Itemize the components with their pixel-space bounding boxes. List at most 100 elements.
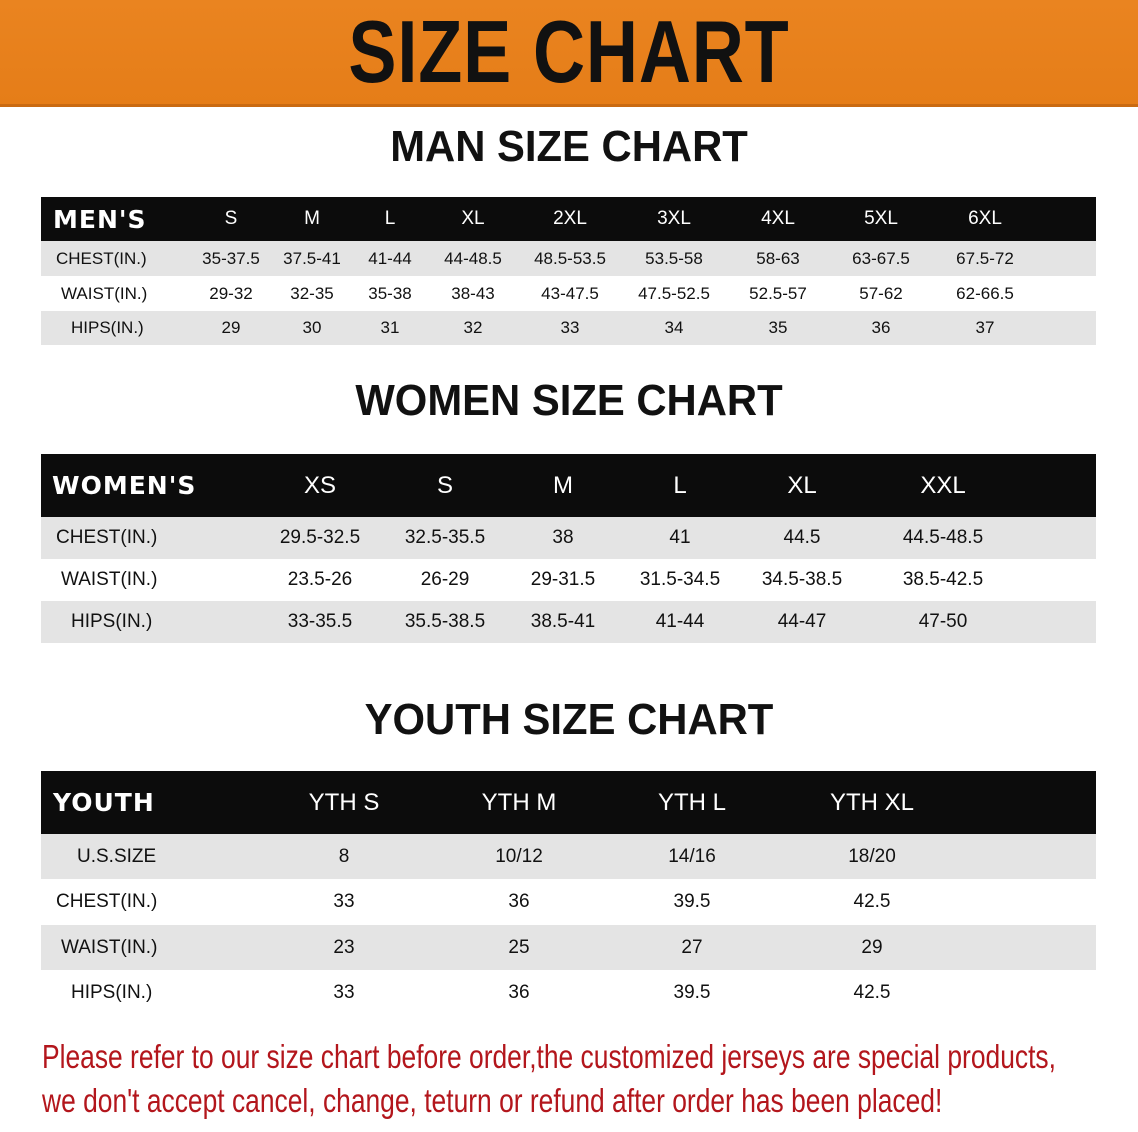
- measurement-value: 44.5: [783, 527, 821, 548]
- size-column-header: XL: [461, 208, 485, 229]
- measurement-value: 29: [221, 318, 241, 337]
- header-label: YOUTH: [53, 788, 155, 817]
- table-row: HIPS(IN.) 29 30 31 32 33 34 35 36 37: [41, 311, 1096, 345]
- measurement-label: WAIST(IN.): [61, 936, 158, 958]
- measurement-value: 14/16: [668, 845, 716, 867]
- men-size-table: MEN'S S M L XL 2XL 3XL 4XL 5XL 6XL CHEST(IN.) 35-37…: [41, 197, 1096, 345]
- measurement-label: CHEST(IN.): [56, 248, 147, 268]
- men-section-title: MAN SIZE CHART: [390, 122, 748, 171]
- measurement-value: 25: [508, 936, 530, 958]
- measurement-value: 23: [333, 936, 355, 958]
- measurement-value: 32: [463, 318, 483, 337]
- measurement-value: 67.5-72: [956, 248, 1014, 268]
- size-column-header: 6XL: [968, 208, 1002, 229]
- table-row: CHEST(IN.) 35-37.5 37.5-41 41-44 44-48.5 48.5…: [41, 241, 1096, 276]
- table-row: CHEST(IN.) 29.5-32.5 32.5-35.5 38 41 44.5 44.5…: [41, 517, 1096, 559]
- measurement-value: 37.5-41: [283, 248, 341, 268]
- measurement-value: 47.5-52.5: [638, 283, 710, 303]
- measurement-value: 29: [861, 936, 883, 958]
- measurement-value: 38-43: [451, 283, 495, 303]
- women-header-row: WOMEN'S XS S M L XL XXL: [41, 454, 1096, 517]
- size-column-header: XXL: [920, 471, 966, 499]
- table-row: U.S.SIZE 8 10/12 14/16 18/20: [41, 834, 1096, 879]
- measurement-value: 23.5-26: [287, 569, 353, 590]
- measurement-value: 36: [508, 981, 530, 1003]
- size-column-header: S: [224, 208, 238, 229]
- measurement-value: 32.5-35.5: [404, 527, 486, 548]
- measurement-label: WAIST(IN.): [61, 283, 148, 303]
- youth-size-table: YOUTH YTH S YTH M YTH L YTH XL U.S.SIZE 8 10/12…: [41, 771, 1096, 1015]
- size-column-header: S: [436, 471, 454, 499]
- measurement-value: 33: [333, 891, 355, 912]
- measurement-value: 48.5-53.5: [534, 248, 606, 268]
- table-row: HIPS(IN.) 33 36 39.5 42.5: [41, 970, 1096, 1015]
- size-column-header: YTH L: [657, 788, 727, 816]
- measurement-value: 29-32: [209, 283, 253, 303]
- measurement-value: 44-48.5: [444, 248, 502, 268]
- measurement-value: 33: [560, 318, 580, 337]
- measurement-value: 44-47: [777, 611, 827, 632]
- measurement-value: 30: [302, 318, 322, 337]
- measurement-value: 36: [508, 891, 530, 912]
- size-column-header: XL: [787, 471, 817, 499]
- table-row: WAIST(IN.) 23 25 27 29: [41, 925, 1096, 970]
- measurement-value: 41-44: [368, 248, 412, 268]
- measurement-value: 33: [333, 981, 355, 1003]
- table-row: WAIST(IN.) 23.5-26 26-29 29-31.5 31.5-34.5 34…: [41, 559, 1096, 601]
- banner-title: SIZE CHART: [348, 2, 790, 101]
- measurement-value: 35: [768, 318, 788, 337]
- measurement-value: 43-47.5: [541, 283, 599, 303]
- measurement-value: 42.5: [853, 891, 891, 912]
- table-row: HIPS(IN.) 33-35.5 35.5-38.5 38.5-41 41-44 44-…: [41, 601, 1096, 643]
- measurement-label: U.S.SIZE: [77, 845, 157, 867]
- measurement-label: WAIST(IN.): [61, 569, 158, 590]
- women-section-title: WOMEN SIZE CHART: [355, 376, 783, 425]
- measurement-value: 39.5: [673, 981, 711, 1003]
- size-column-header: L: [384, 208, 396, 229]
- measurement-value: 63-67.5: [852, 248, 910, 268]
- measurement-value: 35-38: [368, 283, 412, 303]
- size-column-header: M: [304, 208, 320, 229]
- measurement-label: CHEST(IN.): [56, 527, 158, 548]
- measurement-value: 44.5-48.5: [902, 527, 984, 548]
- measurement-value: 38.5-42.5: [902, 569, 984, 590]
- measurement-value: 33-35.5: [287, 611, 353, 632]
- size-column-header: 5XL: [864, 208, 898, 229]
- measurement-value: 42.5: [853, 981, 891, 1003]
- measurement-value: 37: [975, 318, 995, 337]
- measurement-value: 34.5-38.5: [761, 569, 843, 590]
- size-column-header: YTH S: [308, 788, 380, 816]
- measurement-value: 38.5-41: [530, 611, 596, 632]
- header-label: MEN'S: [53, 204, 147, 234]
- measurement-value: 47-50: [918, 611, 968, 632]
- measurement-value: 62-66.5: [956, 283, 1014, 303]
- measurement-value: 10/12: [495, 845, 543, 867]
- measurement-value: 8: [338, 845, 350, 867]
- measurement-label: HIPS(IN.): [71, 981, 153, 1003]
- size-column-header: YTH M: [481, 788, 557, 816]
- youth-section-title: YOUTH SIZE CHART: [364, 695, 774, 744]
- measurement-value: 29-31.5: [530, 569, 596, 590]
- measurement-value: 18/20: [848, 845, 896, 867]
- measurement-value: 38: [552, 527, 574, 548]
- measurement-value: 58-63: [756, 248, 800, 268]
- measurement-value: 52.5-57: [749, 283, 807, 303]
- measurement-value: 31: [380, 318, 400, 337]
- table-row: CHEST(IN.) 33 36 39.5 42.5: [41, 879, 1096, 925]
- measurement-label: HIPS(IN.): [71, 318, 144, 337]
- measurement-value: 39.5: [673, 891, 711, 912]
- measurement-value: 35.5-38.5: [404, 611, 486, 632]
- measurement-value: 29.5-32.5: [279, 527, 361, 548]
- table-row: WAIST(IN.) 29-32 32-35 35-38 38-43 43-47.5 47.…: [41, 276, 1096, 311]
- measurement-value: 35-37.5: [202, 248, 260, 268]
- size-column-header: L: [673, 471, 687, 499]
- header-label: WOMEN'S: [52, 471, 197, 500]
- measurement-value: 31.5-34.5: [639, 569, 721, 590]
- measurement-value: 36: [871, 318, 891, 337]
- size-column-header: 4XL: [761, 208, 795, 229]
- size-column-header: 3XL: [657, 208, 691, 229]
- size-chart-banner: SIZE CHART: [0, 0, 1138, 107]
- size-column-header: 2XL: [553, 208, 587, 229]
- size-column-header: XS: [303, 471, 337, 499]
- size-column-header: YTH XL: [829, 788, 915, 816]
